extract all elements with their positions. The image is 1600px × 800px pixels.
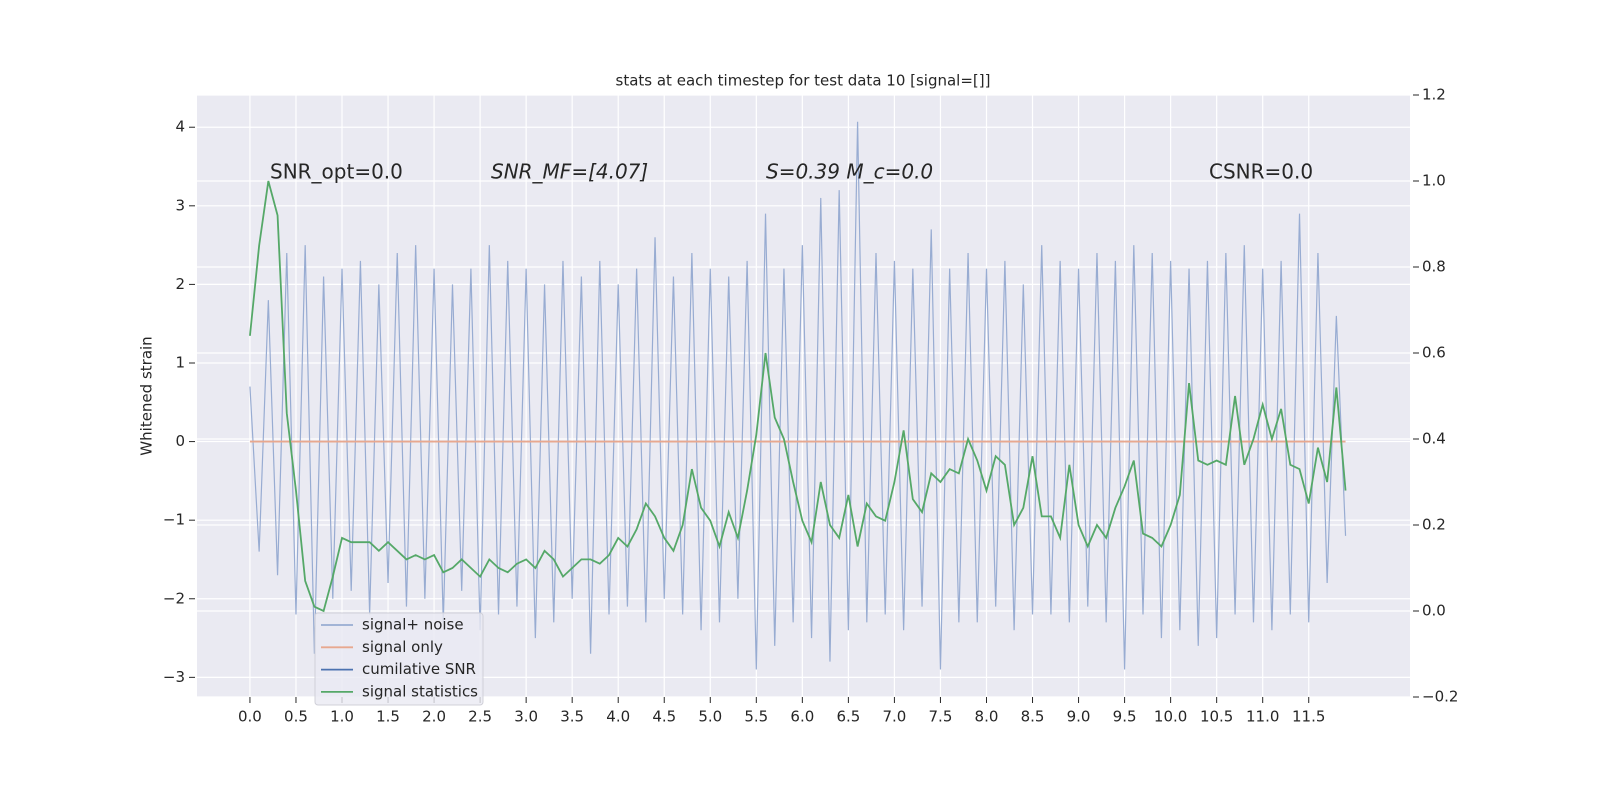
y2-tick-label: 0.8 [1422, 258, 1446, 276]
x-tick-label: 4.5 [652, 708, 676, 726]
x-tick-label: 7.5 [929, 708, 953, 726]
x-tick-label: 2.5 [468, 708, 492, 726]
y2-tick-label: 0.0 [1422, 602, 1446, 620]
x-tick-label: 0.5 [284, 708, 308, 726]
y-tick-label: 3 [175, 196, 185, 214]
legend-label: signal+ noise [362, 616, 464, 634]
x-tick-label: 3.0 [514, 708, 538, 726]
x-tick-label: 10.5 [1200, 708, 1233, 726]
annotation: SNR_opt=0.0 [270, 160, 403, 184]
y-tick-label: −3 [163, 668, 185, 686]
y2-tick-label: 0.6 [1422, 344, 1446, 362]
series-line [249, 180, 1347, 613]
x-tick-label: 6.0 [790, 708, 814, 726]
x-tick-label: 5.5 [744, 708, 768, 726]
y-tick-label: −1 [163, 511, 185, 529]
y-tick-label: 0 [175, 432, 185, 450]
x-tick-label: 6.5 [836, 708, 860, 726]
y-tick-label: 1 [175, 353, 185, 371]
x-tick-label: 0.0 [238, 708, 262, 726]
y2-tick-label: 1.2 [1422, 86, 1446, 104]
annotation: S=0.39 M_c=0.0 [766, 160, 933, 184]
y-tick-label: 4 [175, 118, 185, 136]
plot-lines [249, 121, 1347, 670]
labels: 0.0 0.5 1.0 1.5 2.0 2.5 3.0 3.5 4.0 4.5 5.0 5.5 6.0 6… [163, 86, 1459, 726]
x-tick-label: 9.5 [1113, 708, 1137, 726]
x-tick-label: 5.0 [698, 708, 722, 726]
x-tick-label: 11.5 [1292, 708, 1325, 726]
legend-label: signal statistics [362, 682, 478, 700]
x-tick-label: 11.0 [1246, 708, 1279, 726]
y2-tick-label: −0.2 [1422, 688, 1458, 706]
x-tick-label: 2.0 [422, 708, 446, 726]
y2-tick-label: 0.2 [1422, 516, 1446, 534]
x-tick-label: 9.0 [1067, 708, 1091, 726]
y-tick-label: 2 [175, 275, 185, 293]
x-tick-label: 3.5 [560, 708, 584, 726]
x-tick-label: 8.0 [975, 708, 999, 726]
y2-tick-label: 1.0 [1422, 172, 1446, 190]
legend-label: cumilative SNR [362, 660, 476, 678]
x-tick-label: 10.0 [1154, 708, 1187, 726]
x-tick-label: 7.0 [882, 708, 906, 726]
x-tick-label: 1.0 [330, 708, 354, 726]
legend-label: signal only [362, 638, 443, 656]
y2-tick-label: 0.4 [1422, 430, 1446, 448]
y-axis-label: Whitened strain [138, 336, 156, 455]
chart-title: stats at each timestep for test data 10 … [616, 72, 991, 90]
plot-area [197, 95, 1410, 697]
annotation: CSNR=0.0 [1209, 160, 1313, 184]
annotation: SNR_MF=[4.07] [491, 160, 648, 184]
x-tick-label: 4.0 [606, 708, 630, 726]
y-tick-label: −2 [163, 589, 185, 607]
series-line [249, 121, 1347, 670]
legend-box [314, 612, 484, 706]
x-tick-label: 8.5 [1021, 708, 1045, 726]
x-tick-label: 1.5 [376, 708, 400, 726]
